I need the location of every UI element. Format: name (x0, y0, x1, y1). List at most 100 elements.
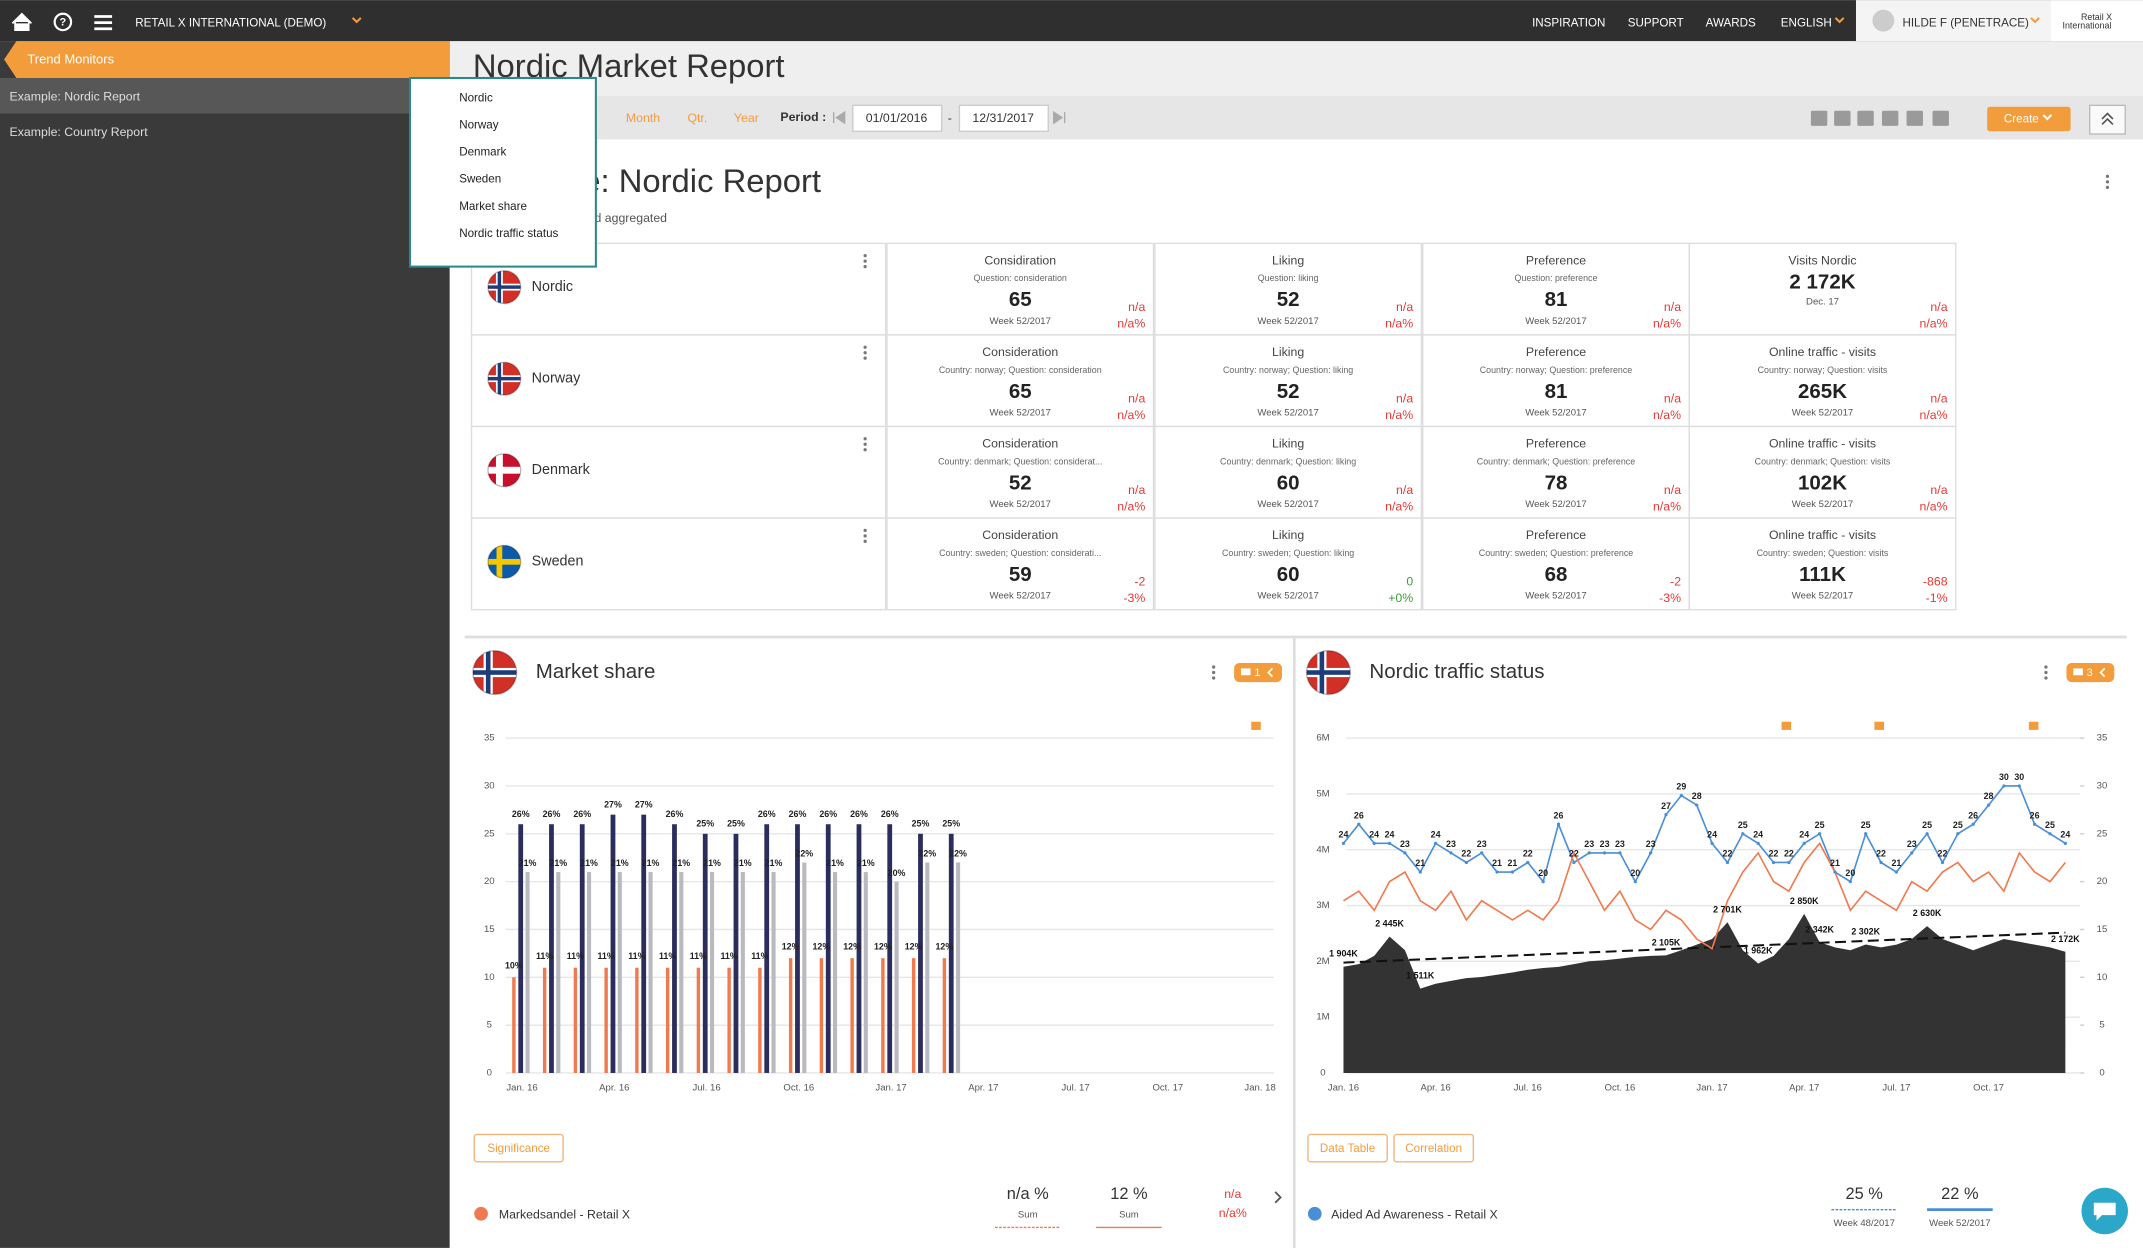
y-tick-label: 3M (1316, 900, 1329, 911)
y-tick-label: 2M (1316, 956, 1329, 967)
point (1602, 851, 1607, 855)
dropdown-item[interactable]: Market share (459, 200, 527, 213)
kpi-filter: Country: denmark; Question: liking (1220, 456, 1356, 466)
help-icon[interactable] (53, 12, 73, 32)
kpi-value: 81 (1545, 380, 1568, 403)
kpi-name-cell (470, 334, 887, 428)
kpi-change: -868 (1923, 575, 1948, 589)
data-label: 21% (857, 858, 875, 868)
significance-label[interactable]: Significance (487, 1142, 550, 1155)
bar (887, 824, 893, 1073)
dropdown-item[interactable]: Sweden (459, 173, 501, 186)
data-label: 25 (1738, 820, 1748, 830)
dropdown-item[interactable]: Denmark (459, 146, 506, 159)
kpi-period: Week 52/2017 (990, 591, 1051, 602)
last-icon[interactable] (1053, 110, 1066, 125)
dropdown-item[interactable]: Nordic traffic status (459, 227, 558, 240)
kpi-value: 65 (1009, 288, 1032, 311)
kpi-title: Consideration (982, 345, 1058, 359)
point (2032, 822, 2037, 826)
y-tick-label: 0 (1320, 1067, 1325, 1078)
data-label: 26% (881, 809, 899, 819)
comment-count[interactable]: 1 (1254, 667, 1260, 679)
menu-icon-bar (94, 27, 113, 31)
comment-count[interactable]: 3 (2087, 667, 2093, 679)
sidebar-item[interactable]: Example: Nordic Report (10, 89, 141, 103)
nav-link[interactable]: INSPIRATION (1532, 16, 1605, 29)
home-icon[interactable] (11, 12, 33, 31)
kpi-filter: Question: consideration (974, 273, 1067, 283)
data-label: 23 (1646, 839, 1656, 849)
period-button[interactable]: Year (734, 111, 759, 125)
menu-icon-bar (94, 21, 113, 25)
data-label: 24 (1707, 830, 1717, 840)
bar (771, 872, 776, 1073)
kpi-row-name: Nordic (532, 279, 573, 295)
x-tick-label: Apr. 16 (599, 1083, 629, 1094)
data-label: 11% (597, 951, 614, 961)
x-tick-label: Jul. 17 (1062, 1083, 1090, 1094)
dropdown-item[interactable]: Norway (459, 119, 499, 132)
create-label[interactable]: Create (2004, 113, 2039, 126)
date-to[interactable]: 12/31/2017 (972, 111, 1034, 125)
kebab-dot (863, 539, 867, 543)
app-name[interactable]: RETAIL X INTERNATIONAL (DEMO) (135, 16, 326, 29)
badge-arrow (1267, 667, 1274, 678)
data-label: 20 (1538, 868, 1548, 878)
kpi-change-pct: n/a% (1385, 408, 1413, 422)
point (1695, 803, 1699, 807)
bar (525, 872, 530, 1073)
kpi-change-pct: -3% (1123, 591, 1145, 605)
flag-cross (472, 670, 517, 675)
bar (850, 958, 854, 1073)
chart-button-label[interactable]: Correlation (1405, 1142, 1462, 1155)
kpi-title: Consideration (982, 437, 1058, 451)
kpi-filter: Country: sweden; Question: liking (1222, 548, 1354, 558)
kpi-filter: Country: sweden; Question: visits (1757, 548, 1889, 558)
nav-link[interactable]: ENGLISH (1781, 16, 1832, 29)
point (1986, 803, 1991, 807)
kebab-dot (863, 448, 867, 452)
kebab-dot (2044, 665, 2048, 669)
data-label: 22 (1461, 849, 1471, 859)
bar (925, 862, 930, 1073)
first-icon[interactable] (833, 110, 846, 125)
data-label: 27% (604, 799, 622, 809)
kpi-period: Week 52/2017 (1525, 591, 1586, 602)
chart-button-label[interactable]: Data Table (1320, 1142, 1375, 1155)
bar (788, 958, 793, 1073)
stat-value: 25 % (1846, 1185, 1883, 1203)
sidebar-item[interactable]: Example: Country Report (10, 125, 149, 139)
title-bar-bg (449, 41, 2143, 96)
point (1817, 832, 1822, 836)
period-button[interactable]: Qtr. (687, 111, 707, 125)
bar (702, 833, 708, 1073)
kpi-title: Visits Nordic (1788, 253, 1856, 267)
flag (487, 453, 521, 487)
data-label: 21% (549, 858, 567, 868)
point (1464, 860, 1468, 865)
kebab-dot (863, 356, 867, 360)
kpi-change-pct: n/a% (1920, 408, 1948, 422)
nav-link[interactable]: SUPPORT (1628, 16, 1684, 29)
dropdown-item[interactable]: Nordic (459, 92, 493, 105)
kpi-row-name: Norway (532, 370, 581, 386)
kpi-change-pct: n/a% (1117, 499, 1145, 513)
data-label: 23 (1584, 839, 1594, 849)
data-label: 21% (826, 858, 844, 868)
scroll-arrow[interactable] (1274, 1191, 1282, 1204)
kpi-value: 111K (1799, 563, 1846, 586)
period-button[interactable]: Month (626, 111, 660, 125)
kebab-dot (863, 442, 867, 446)
legend-label: Aided Ad Awareness - Retail X (1331, 1207, 1498, 1221)
kebab-dot (863, 254, 867, 258)
data-label: 22 (1938, 849, 1948, 859)
point (1572, 860, 1576, 865)
data-label: 20% (888, 868, 906, 878)
avatar (1872, 9, 1895, 32)
kpi-change: n/a (1664, 483, 1681, 497)
nav-link[interactable]: AWARDS (1706, 16, 1756, 29)
user-name[interactable]: HILDE F (PENETRACE) (1902, 16, 2029, 29)
data-label: 23 (1477, 839, 1487, 849)
date-from[interactable]: 01/01/2016 (866, 111, 928, 125)
